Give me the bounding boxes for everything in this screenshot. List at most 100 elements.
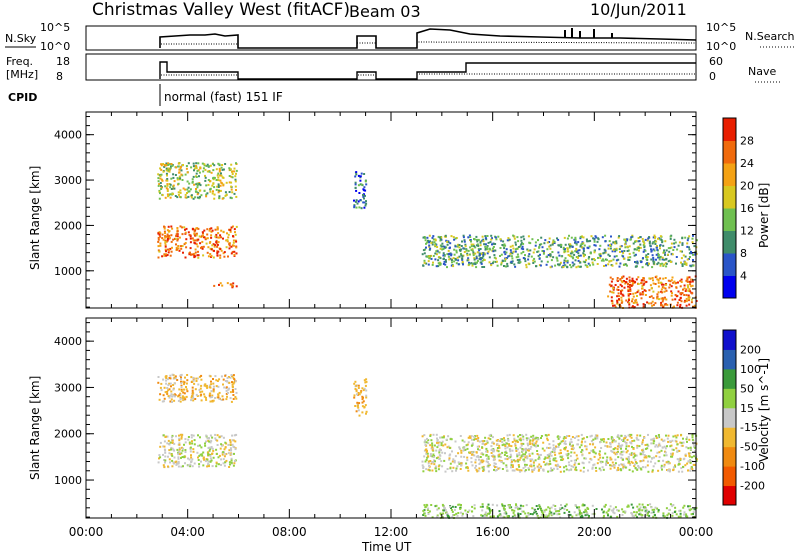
echo-cell <box>618 446 621 449</box>
echo-cell <box>554 264 557 267</box>
echo-cell <box>182 391 185 394</box>
echo-cell <box>590 440 593 443</box>
echo-cell <box>558 507 561 510</box>
echo-cell <box>694 446 696 449</box>
echo-cell <box>629 293 632 295</box>
echo-cell <box>594 434 597 437</box>
echo-cell <box>449 438 452 441</box>
echo-cell <box>514 443 517 445</box>
echo-cell <box>465 466 468 469</box>
echo-cell <box>444 234 447 237</box>
echo-cell <box>424 514 427 517</box>
echo-cell <box>235 189 237 191</box>
echo-cell <box>647 237 650 240</box>
echo-cell <box>582 466 585 469</box>
echo-cell <box>207 463 210 466</box>
echo-cell <box>220 172 222 175</box>
echo-cell <box>554 464 557 467</box>
echo-cell <box>565 468 568 471</box>
echo-cell <box>679 459 682 461</box>
echo-cell <box>211 436 214 439</box>
echo-cell <box>165 187 168 190</box>
echo-cell <box>446 446 449 449</box>
echo-cell <box>228 175 231 177</box>
echo-cell <box>577 265 580 268</box>
echo-cell <box>478 253 481 256</box>
echo-cell <box>582 253 585 256</box>
echo-cell <box>660 281 662 284</box>
echo-cell <box>233 254 236 257</box>
echo-cell <box>429 455 432 457</box>
echo-cell <box>493 242 495 245</box>
echo-cell <box>445 438 448 441</box>
echo-cell <box>443 257 445 260</box>
echo-cell <box>218 163 221 166</box>
echo-cell <box>203 229 206 232</box>
echo-cell <box>652 290 655 293</box>
colorbar-tick-label: 20 <box>740 180 754 193</box>
echo-cell <box>497 450 500 453</box>
echo-cell <box>538 457 541 460</box>
echo-cell <box>479 248 482 250</box>
echo-cell <box>645 511 648 514</box>
echo-cell <box>695 300 698 302</box>
echo-cell <box>684 453 687 456</box>
echo-cell <box>637 289 640 292</box>
echo-cell <box>580 512 583 515</box>
echo-cell <box>171 439 174 442</box>
colorbar-tick-label: 24 <box>740 157 754 170</box>
echo-cell <box>483 243 486 246</box>
echo-cell <box>190 456 193 459</box>
echo-cell <box>535 445 538 448</box>
echo-cell <box>212 176 215 179</box>
echo-cell <box>659 244 661 247</box>
echo-cell <box>670 455 672 458</box>
echo-cell <box>218 397 221 400</box>
echo-cell <box>573 253 576 256</box>
echo-cell <box>625 451 628 454</box>
echo-cell <box>634 461 637 463</box>
echo-cell <box>572 466 575 469</box>
echo-cell <box>540 513 543 516</box>
echo-cell <box>514 440 517 443</box>
echo-cell <box>216 245 219 248</box>
echo-cell <box>230 400 233 403</box>
echo-cell <box>574 504 577 507</box>
echo-cell <box>642 244 645 246</box>
echo-cell <box>561 440 564 442</box>
echo-cell <box>564 257 567 260</box>
echo-cell <box>171 465 174 468</box>
echo-cell <box>179 189 182 192</box>
echo-cell <box>617 442 620 445</box>
echo-cell <box>577 241 580 244</box>
echo-cell <box>674 506 677 509</box>
echo-cell <box>201 231 204 234</box>
echo-cell <box>677 515 680 518</box>
echo-cell <box>528 453 531 456</box>
echo-cell <box>432 433 435 436</box>
colorbar-tick-label: -15 <box>740 421 758 434</box>
echo-cell <box>582 260 585 263</box>
echo-cell <box>159 445 162 448</box>
echo-cell <box>215 168 218 171</box>
echo-cell <box>584 253 586 256</box>
echo-cell <box>674 294 677 296</box>
echo-cell <box>164 451 167 454</box>
echo-cell <box>646 239 649 242</box>
echo-cell <box>361 387 364 390</box>
echo-cell <box>178 236 181 239</box>
echo-cell <box>457 503 460 506</box>
echo-cell <box>190 396 193 399</box>
echo-cell <box>598 253 601 256</box>
echo-cell <box>657 255 660 257</box>
echo-cell <box>428 469 431 472</box>
echo-cell <box>493 462 496 465</box>
echo-cell <box>180 384 183 387</box>
echo-cell <box>187 457 189 460</box>
echo-cell <box>178 448 181 451</box>
echo-cell <box>612 511 615 514</box>
echo-cell <box>677 281 679 284</box>
echo-cell <box>422 465 425 468</box>
echo-cell <box>440 460 443 463</box>
nsearch-trace <box>159 41 697 49</box>
